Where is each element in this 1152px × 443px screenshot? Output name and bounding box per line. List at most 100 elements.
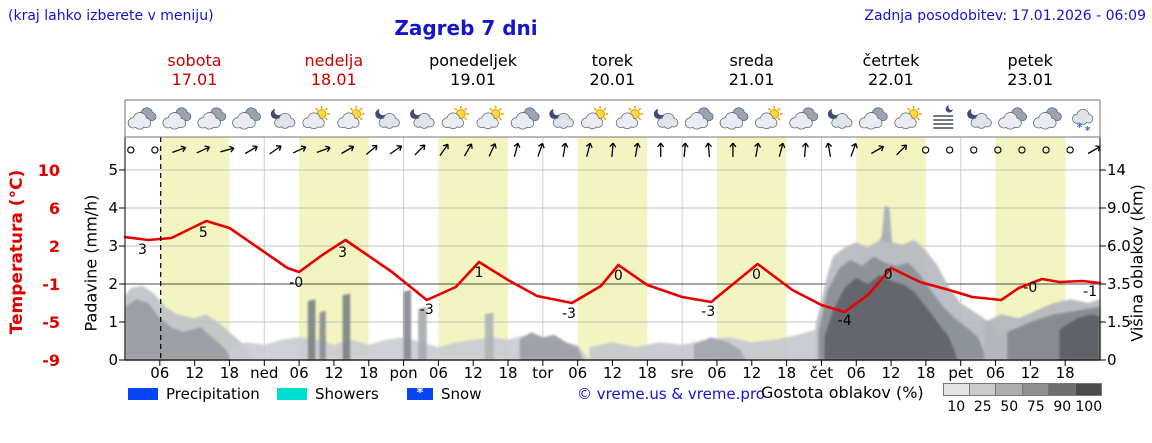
- wind-arrow-icon: [172, 145, 187, 154]
- svg-text:pet: pet: [948, 364, 973, 382]
- svg-text:6.0: 6.0: [1107, 237, 1131, 255]
- weather-icon-moon-cloud: [270, 109, 296, 129]
- weather-icon-sun-cloud: [302, 105, 330, 130]
- cloud-density-scale-label: Gostota oblakov (%): [761, 383, 924, 402]
- temperature-value-labels: 3 5 -0 3 -3 1 -3 0 -3 0 -4 0 -0 -1: [138, 225, 1097, 329]
- day-name: torek: [591, 51, 634, 70]
- svg-text:3: 3: [138, 242, 147, 258]
- svg-text:tor: tor: [532, 364, 554, 382]
- wind-row: [127, 142, 1101, 158]
- svg-text:06: 06: [429, 364, 448, 382]
- wind-calm-icon: [1042, 146, 1050, 154]
- weather-icon-moon-cloud: [410, 109, 435, 129]
- day-date: 22.01: [868, 70, 914, 89]
- wind-calm-icon: [946, 146, 954, 154]
- wind-arrow-icon: [414, 144, 426, 156]
- weather-icon-sun-cloud: [580, 105, 609, 130]
- day-name: nedelja: [304, 51, 364, 70]
- wind-calm-icon: [921, 146, 930, 154]
- wind-arrow-icon: [244, 145, 258, 155]
- svg-text:3: 3: [338, 245, 347, 261]
- page-title: Zagreb 7 dni: [394, 16, 538, 40]
- weather-icon-sun-cloud: [755, 105, 783, 130]
- svg-text:1: 1: [108, 313, 118, 331]
- scale-segment: [1022, 383, 1049, 396]
- scale-tick-label: 75: [1026, 399, 1045, 415]
- svg-text:-1: -1: [1083, 284, 1097, 300]
- svg-text:sre: sre: [671, 364, 694, 382]
- weather-icon-sun-cloud: [615, 105, 644, 130]
- wind-calm-icon: [151, 146, 159, 154]
- wind-arrow-icon: [801, 142, 809, 158]
- wind-arrow-icon: [825, 142, 833, 158]
- svg-text:06: 06: [847, 364, 866, 382]
- wind-arrow-icon: [463, 143, 473, 157]
- svg-text:-4: -4: [838, 313, 852, 329]
- cloud-density-shading: [125, 205, 1100, 360]
- precipitation-tick-labels: 5 4 3 2 1 0: [108, 161, 118, 369]
- wind-arrow-icon: [439, 143, 449, 157]
- weather-icon-sun-cloud: [337, 105, 365, 130]
- svg-text:-3: -3: [420, 302, 434, 318]
- svg-text:14: 14: [1107, 161, 1126, 179]
- svg-text:0: 0: [614, 268, 623, 284]
- day-header-sobota: sobota 17.01: [125, 51, 264, 89]
- day-date: 18.01: [310, 70, 357, 89]
- wind-calm-icon: [970, 146, 978, 154]
- svg-text:0: 0: [752, 267, 761, 283]
- wind-arrow-icon: [196, 145, 210, 154]
- weather-icon-sun-cloud: [441, 105, 470, 130]
- wind-arrow-icon: [365, 144, 378, 155]
- scale-segment: [969, 383, 996, 396]
- weather-icon-moon-cloud: [827, 109, 853, 129]
- snow-star-icon: *: [416, 386, 424, 401]
- svg-text:-5: -5: [42, 313, 60, 332]
- snow-label: Snow: [441, 385, 482, 403]
- svg-text:5: 5: [199, 225, 208, 241]
- weather-icon-clouds: [232, 107, 261, 130]
- wind-arrow-icon: [561, 142, 569, 158]
- svg-text:12: 12: [185, 364, 204, 382]
- wind-arrow-icon: [585, 142, 593, 157]
- wind-arrow-icon: [871, 145, 885, 155]
- svg-text:06: 06: [568, 364, 587, 382]
- day-date: 21.01: [728, 70, 775, 89]
- svg-text:18: 18: [916, 364, 935, 382]
- svg-text:0: 0: [884, 267, 893, 283]
- weather-icon-clouds: [197, 107, 227, 130]
- svg-text:1.5: 1.5: [1107, 313, 1131, 331]
- wind-calm-icon: [994, 146, 1002, 154]
- svg-text:3.5: 3.5: [1107, 275, 1131, 293]
- wind-arrow-icon: [269, 145, 282, 155]
- svg-text:0: 0: [108, 351, 118, 369]
- scale-tick-label: 10: [947, 399, 966, 415]
- showers-label: Showers: [315, 385, 379, 403]
- day-name: sobota: [167, 51, 222, 70]
- weather-icon-cloud-snow: * *: [1072, 108, 1094, 137]
- svg-text:-3: -3: [562, 306, 576, 322]
- wind-calm-icon: [127, 146, 135, 154]
- wind-arrow-icon: [292, 145, 307, 154]
- weather-icon-clouds: [127, 107, 157, 130]
- svg-text:3: 3: [108, 237, 118, 255]
- svg-text:18: 18: [359, 364, 378, 382]
- svg-text:*: *: [1085, 124, 1091, 137]
- svg-text:čet: čet: [810, 364, 833, 382]
- svg-text:0: 0: [1107, 351, 1117, 369]
- day-date: 23.01: [1007, 70, 1054, 89]
- svg-text:-0: -0: [1023, 280, 1037, 296]
- svg-text:-0: -0: [289, 275, 303, 291]
- axes-frame: [119, 137, 1106, 366]
- scale-segment: [943, 383, 970, 396]
- svg-text:-9: -9: [42, 351, 60, 370]
- svg-text:6: 6: [49, 199, 60, 218]
- wind-arrow-icon: [633, 142, 641, 158]
- temperature-curve: [123, 219, 1102, 314]
- wind-arrow-icon: [896, 144, 908, 156]
- cloud-density-scalebar: [943, 383, 1102, 396]
- credit-link[interactable]: © vreme.us & vreme.pro: [577, 385, 765, 403]
- wind-arrow-icon: [778, 142, 786, 157]
- wind-arrow-icon: [729, 142, 737, 157]
- last-update-label: Zadnja posodobitev: 17.01.2026 - 06:09: [864, 8, 1146, 24]
- svg-text:4: 4: [108, 199, 118, 217]
